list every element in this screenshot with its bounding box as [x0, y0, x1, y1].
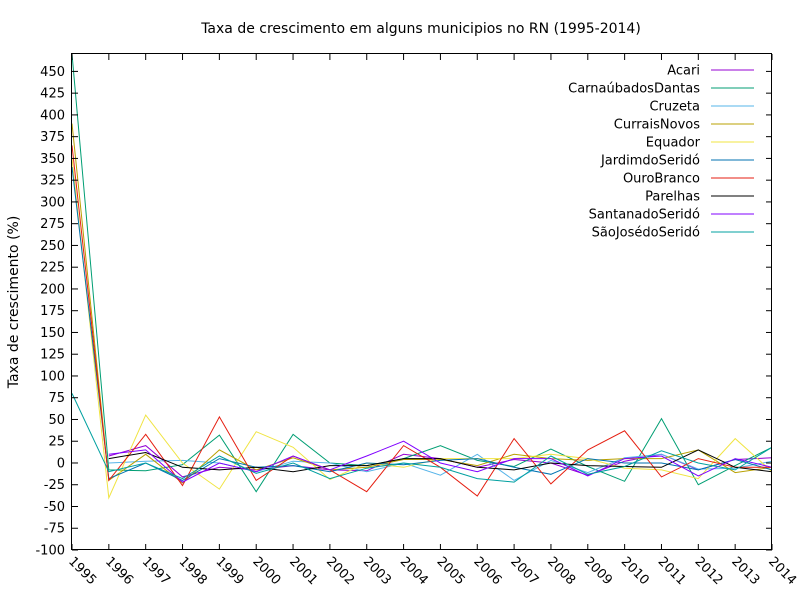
y-tick-label: -25 [44, 478, 65, 493]
x-tick-label: 1999 [213, 554, 247, 588]
plot-frame [71, 53, 772, 550]
series-lines [72, 54, 772, 500]
x-tick-label: 2007 [507, 554, 541, 588]
x-tick-label: 2012 [691, 554, 725, 588]
y-tick-label: 375 [40, 130, 65, 145]
x-tick-label: 2001 [286, 554, 320, 588]
y-tick-label: 175 [40, 304, 65, 319]
x-tick-label: 2010 [618, 554, 652, 588]
x-tick-label: 1995 [65, 554, 99, 588]
x-tick-label: 2000 [249, 554, 283, 588]
y-tick-label: 225 [40, 261, 65, 276]
legend-label: Acari [667, 64, 700, 79]
y-tick-label: -50 [44, 500, 65, 515]
legend-label: JardimdoSeridó [600, 154, 700, 169]
y-tick-label: -100 [35, 544, 65, 559]
x-tick-label: 2004 [397, 554, 431, 588]
y-tick-label: 400 [40, 108, 65, 123]
x-tick-label: 2014 [765, 554, 799, 588]
legend-label: Cruzeta [649, 100, 700, 115]
y-axis-label: Taxa de crescimento (%) [6, 216, 22, 390]
y-tick-label: 300 [40, 195, 65, 210]
x-tick-label: 1997 [139, 554, 173, 588]
x-tick-label: 2003 [360, 554, 394, 588]
y-tick-label: 275 [40, 217, 65, 232]
series-line-SãoJosédoSeridó [72, 393, 772, 483]
y-tick-label: 250 [40, 239, 65, 254]
legend-label: CurraisNovos [614, 118, 700, 133]
legend-label: Parelhas [645, 190, 700, 205]
x-axis: 1995 1996 1997 1998 1999 2000 2001 2002 2003 2004… [65, 54, 799, 588]
series-line-Parelhas [108, 449, 772, 473]
y-tick-label: 200 [40, 282, 65, 297]
x-tick-label: 2008 [544, 554, 578, 588]
x-tick-label: 2011 [655, 554, 689, 588]
x-tick-label: 2009 [581, 554, 615, 588]
x-tick-label: 1996 [102, 554, 136, 588]
y-tick-label: 425 [40, 87, 65, 102]
y-tick-label: 325 [40, 174, 65, 189]
x-tick-label: 2006 [470, 554, 504, 588]
legend: Acari CarnaúbadosDantas Cruzeta CurraisNovo… [568, 64, 754, 241]
y-tick-label: 100 [40, 369, 65, 384]
legend-label: Equador [646, 136, 701, 151]
x-tick-label: 1998 [176, 554, 210, 588]
y-tick-label: 75 [48, 391, 65, 406]
legend-label: SãoJosédoSeridó [592, 226, 700, 241]
y-tick-label: 125 [40, 348, 65, 363]
y-tick-label: -75 [44, 522, 65, 537]
series-line-JardimdoSeridó [72, 167, 772, 481]
legend-label: SantanadoSeridó [589, 208, 700, 223]
y-axis: -100 -75 -50 -25 0 25 50 75 100 125 150 175 200 225 25… [35, 65, 772, 559]
legend-label: CarnaúbadosDantas [568, 82, 700, 97]
series-line-OuroBranco [72, 145, 772, 497]
y-tick-label: 450 [40, 65, 65, 80]
series-line-SantanadoSeridó [108, 440, 772, 483]
chart-title: Taxa de crescimento em alguns municipios… [200, 21, 641, 37]
y-tick-label: 0 [57, 456, 65, 471]
legend-label: OuroBranco [623, 172, 700, 187]
y-tick-label: 25 [48, 435, 65, 450]
y-tick-label: 150 [40, 326, 65, 341]
y-tick-label: 350 [40, 152, 65, 167]
y-tick-label: 50 [48, 413, 65, 428]
x-tick-label: 2005 [434, 554, 468, 588]
series-line-CurraisNovos [72, 123, 772, 484]
x-tick-label: 2013 [728, 554, 762, 588]
x-tick-label: 2002 [323, 554, 357, 588]
